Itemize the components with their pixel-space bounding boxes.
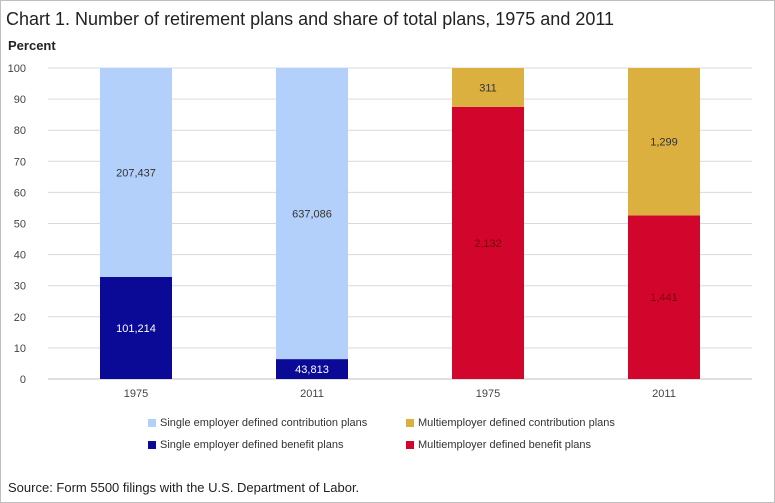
bar-data-label: 637,086 bbox=[292, 209, 332, 221]
bar-segment bbox=[100, 68, 172, 277]
legend-item: Single employer defined benefit plans bbox=[148, 439, 343, 451]
bar-segment bbox=[276, 68, 348, 360]
legend-item: Multiemployer defined benefit plans bbox=[406, 439, 591, 451]
y-tick-label: 20 bbox=[14, 312, 26, 324]
bar-data-label: 43,813 bbox=[295, 364, 329, 376]
bar-segment bbox=[452, 68, 524, 107]
bar-segment bbox=[100, 276, 172, 379]
chart-legend: Single employer defined contribution pla… bbox=[148, 417, 708, 461]
y-tick-label: 30 bbox=[14, 281, 26, 293]
source-note: Source: Form 5500 filings with the U.S. … bbox=[8, 480, 360, 495]
legend-label: Single employer defined benefit plans bbox=[160, 439, 344, 451]
legend-item: Multiemployer defined contribution plans bbox=[406, 417, 615, 429]
y-tick-label: 90 bbox=[14, 94, 26, 106]
legend-label: Multiemployer defined benefit plans bbox=[418, 439, 592, 451]
legend-label: Multiemployer defined contribution plans bbox=[418, 417, 615, 429]
bar-data-label: 207,437 bbox=[116, 167, 156, 179]
y-tick-label: 50 bbox=[14, 219, 26, 231]
y-tick-label: 40 bbox=[14, 250, 26, 262]
legend-swatch bbox=[406, 441, 414, 449]
y-tick-label: 10 bbox=[14, 343, 26, 355]
y-tick-label: 0 bbox=[20, 374, 26, 386]
chart-title: Chart 1. Number of retirement plans and … bbox=[6, 9, 615, 29]
x-tick-label: 1975 bbox=[476, 388, 500, 400]
legend-swatch bbox=[148, 441, 156, 449]
legend-swatch bbox=[148, 419, 156, 427]
bar-segment bbox=[452, 106, 524, 379]
legend-label: Single employer defined contribution pla… bbox=[160, 417, 368, 429]
bar-segment bbox=[628, 68, 700, 216]
y-tick-label: 100 bbox=[8, 63, 26, 75]
y-tick-label: 60 bbox=[14, 187, 26, 199]
x-tick-label: 2011 bbox=[652, 388, 676, 400]
legend-swatch bbox=[406, 419, 414, 427]
x-tick-label: 2011 bbox=[300, 388, 324, 400]
x-tick-label: 1975 bbox=[124, 388, 148, 400]
legend-item: Single employer defined contribution pla… bbox=[148, 417, 367, 429]
y-tick-label: 80 bbox=[14, 125, 26, 137]
y-tick-label: 70 bbox=[14, 156, 26, 168]
y-axis-label: Percent bbox=[8, 38, 56, 53]
bar-segment bbox=[628, 215, 700, 379]
bar-data-label: 2,132 bbox=[474, 238, 502, 250]
bar-data-label: 1,441 bbox=[650, 292, 678, 304]
bar-data-label: 311 bbox=[479, 82, 497, 94]
bar-data-label: 101,214 bbox=[116, 323, 156, 335]
bar-segment bbox=[276, 359, 348, 379]
bar-data-label: 1,299 bbox=[650, 137, 678, 149]
